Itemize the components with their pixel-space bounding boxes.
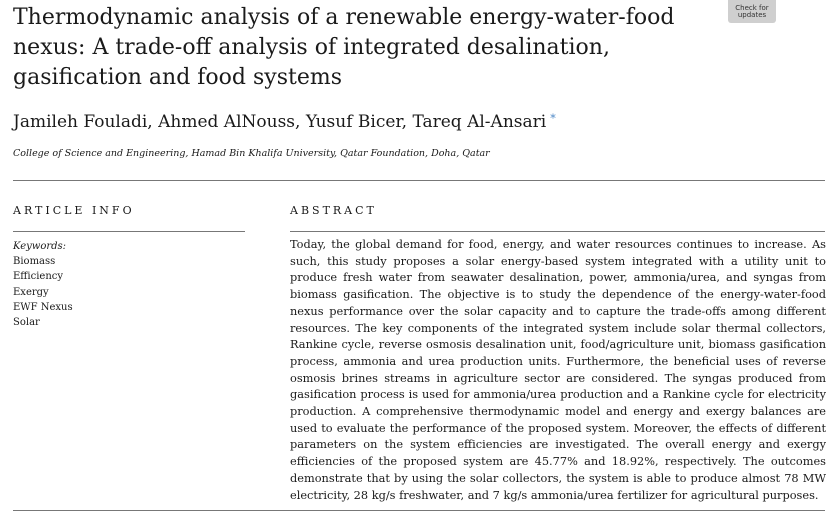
authors-text: Jamileh Fouladi, Ahmed AlNouss, Yusuf Bi… — [13, 112, 547, 132]
abstract-divider — [290, 231, 825, 232]
header-divider — [13, 180, 825, 181]
badge-line-2: updates — [737, 10, 767, 19]
keyword-item: Exergy — [13, 286, 49, 298]
keyword-item: Efficiency — [13, 271, 64, 283]
keywords-block: Keywords: Biomass Efficiency Exergy EWF … — [13, 239, 233, 330]
keyword-item: Biomass — [13, 256, 56, 268]
keyword-item: Solar — [13, 317, 40, 329]
badge-line-1: Check for — [735, 3, 769, 12]
article-info-divider — [13, 231, 245, 232]
abstract-body: Today, the global demand for food, energ… — [290, 237, 826, 502]
check-for-updates-badge[interactable]: Check for updates — [728, 0, 776, 23]
affiliation: College of Science and Engineering, Hama… — [13, 148, 490, 159]
paper-title: Thermodynamic analysis of a renewable en… — [13, 5, 675, 90]
corresponding-author-star-icon[interactable]: * — [550, 112, 556, 125]
footer-divider — [13, 510, 825, 511]
article-info-heading: ARTICLE INFO — [13, 204, 135, 217]
abstract-heading: ABSTRACT — [290, 204, 377, 217]
author-list: Jamileh Fouladi, Ahmed AlNouss, Yusuf Bi… — [13, 110, 556, 134]
keywords-label: Keywords: — [13, 241, 67, 252]
keyword-item: EWF Nexus — [13, 301, 73, 313]
